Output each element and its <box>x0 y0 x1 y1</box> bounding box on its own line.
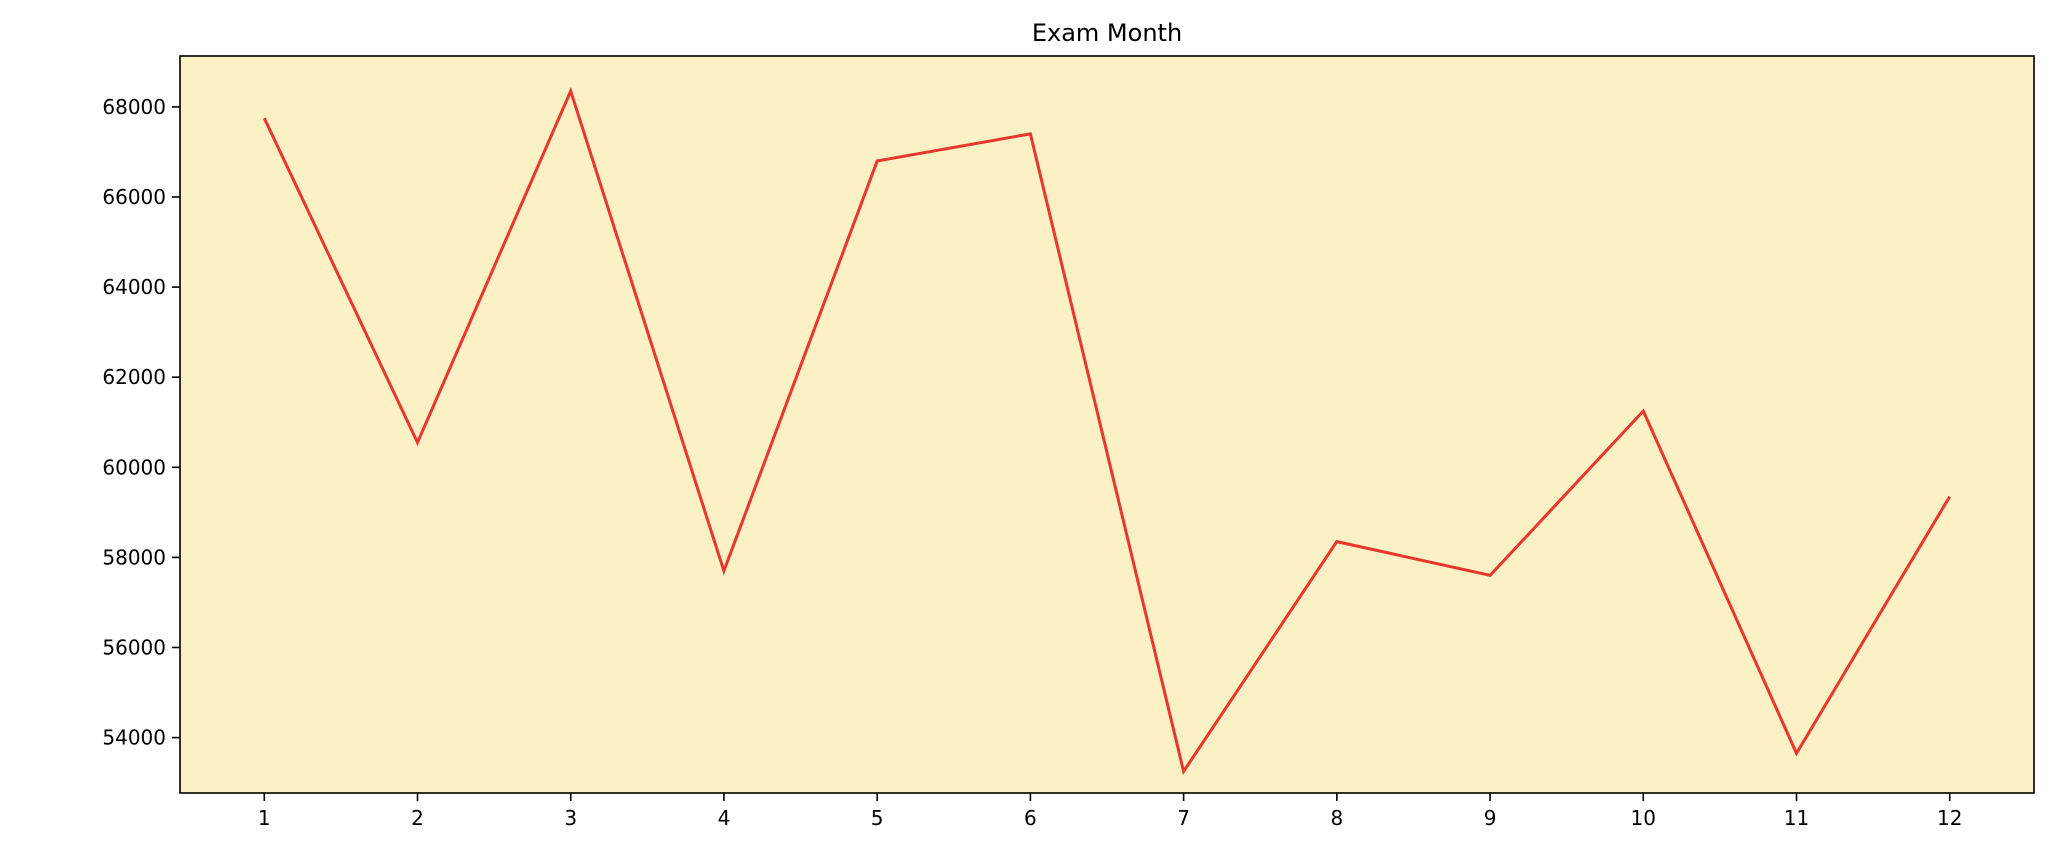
x-tick-label: 4 <box>718 806 731 830</box>
series-layer <box>262 86 1951 776</box>
x-tick-label: 2 <box>411 806 424 830</box>
x-tick-label: 8 <box>1330 806 1343 830</box>
y-tick-label: 58000 <box>102 545 166 569</box>
y-tick-label: 54000 <box>102 726 166 750</box>
plot-frame <box>179 55 2035 794</box>
chart-title: Exam Month <box>1032 19 1182 47</box>
y-tick-label: 62000 <box>102 365 166 389</box>
y-tick-label: 66000 <box>102 185 166 209</box>
x-axis: 1 2 3 4 5 6 7 8 9 10 11 12 <box>258 793 1962 830</box>
y-tick-label: 64000 <box>102 275 166 299</box>
x-tick-label: 9 <box>1484 806 1497 830</box>
x-tick-label: 7 <box>1177 806 1190 830</box>
y-axis: 54000 56000 58000 60000 62000 64000 66000 68000 <box>102 95 180 750</box>
series-line <box>262 86 1951 776</box>
plot-area <box>180 56 2034 793</box>
x-tick-label: 3 <box>564 806 577 830</box>
y-tick-label: 56000 <box>102 635 166 659</box>
x-tick-label: 6 <box>1024 806 1037 830</box>
y-tick-label: 68000 <box>102 95 166 119</box>
y-tick-label: 60000 <box>102 455 166 479</box>
x-tick-label: 1 <box>258 806 271 830</box>
x-tick-label: 11 <box>1784 806 1809 830</box>
x-tick-label: 12 <box>1937 806 1962 830</box>
x-tick-label: 10 <box>1631 806 1656 830</box>
x-tick-label: 5 <box>871 806 884 830</box>
